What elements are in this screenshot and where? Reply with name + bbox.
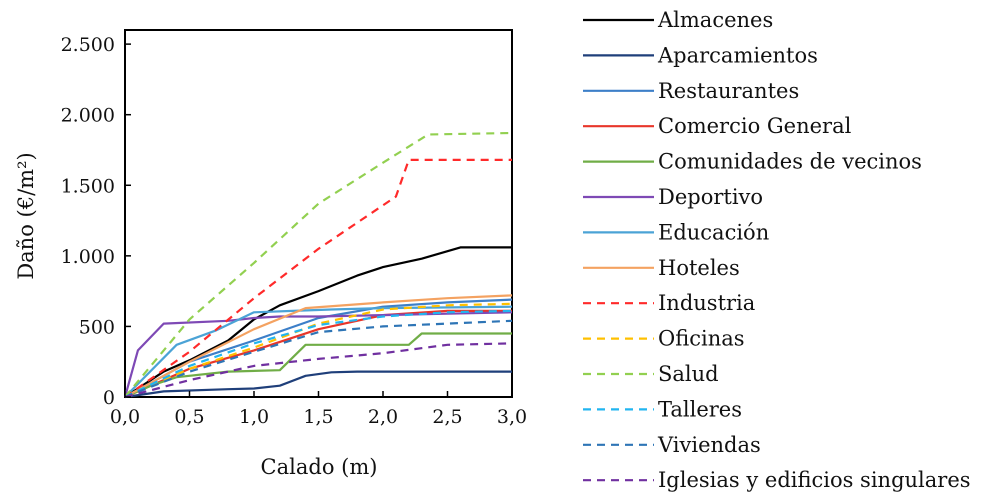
legend-label-industria: Industria [658, 291, 755, 315]
series-line-talleres [124, 309, 513, 398]
series-line-aparcamientos [124, 370, 512, 399]
legend-label-oficinas: Oficinas [658, 327, 745, 351]
series-line-industria [124, 158, 512, 398]
y-tick-label: 1.000 [61, 246, 115, 268]
y-tick-label: 1.500 [61, 175, 115, 197]
legend-label-iglesias-y-edificios-singulares: Iglesias y edificios singulares [658, 468, 971, 492]
series-line-oficinas [124, 302, 513, 399]
series-line-hoteles [124, 294, 513, 398]
y-tick-label: 2.000 [61, 105, 115, 127]
y-tick-label: 2.500 [61, 34, 115, 56]
legend-label-educacion: Educación [658, 220, 769, 244]
legend-label-restaurantes: Restaurantes [658, 79, 799, 103]
x-tick-label: 1,5 [303, 406, 333, 428]
series-line-comunidades-de-vecinos [124, 332, 512, 399]
series-line-salud [124, 131, 513, 398]
x-tick-label: 3,0 [497, 406, 527, 428]
x-axis-title: Calado (m) [261, 455, 378, 479]
series-line-iglesias-y-edificios-singulares [124, 342, 513, 399]
y-tick-label: 500 [79, 316, 115, 338]
legend-label-salud: Salud [658, 362, 719, 386]
legend-label-talleres: Talleres [658, 397, 742, 421]
y-axis-ticks: 0 500 1.000 1.500 2.000 2.500 [61, 34, 131, 409]
legend: Almacenes Aparcamientos Restaurantes Comerc… [583, 8, 971, 492]
legend-label-comunidades-de-vecinos: Comunidades de vecinos [658, 150, 922, 174]
x-tick-label: 2,5 [432, 406, 462, 428]
y-axis-title: Daño (€/m²) [14, 152, 38, 279]
series-lines [123, 131, 513, 399]
x-tick-label: 1,0 [239, 406, 269, 428]
legend-label-hoteles: Hoteles [658, 256, 740, 280]
y-tick-label: 0 [103, 387, 115, 409]
series-line-educacion [124, 305, 513, 398]
legend-label-viviendas: Viviendas [657, 433, 761, 457]
legend-label-deportivo: Deportivo [658, 185, 763, 209]
x-tick-label: 0,0 [110, 406, 140, 428]
series-line-deportivo [123, 311, 513, 398]
series-line-almacenes [124, 246, 512, 398]
x-tick-label: 0,5 [174, 406, 204, 428]
legend-label-almacenes: Almacenes [657, 8, 773, 32]
legend-label-aparcamientos: Aparcamientos [657, 43, 818, 67]
x-tick-label: 2,0 [368, 406, 398, 428]
legend-label-comercio-general: Comercio General [658, 114, 852, 138]
x-axis-ticks: 0,0 0,5 1,0 1,5 2,0 2,5 3,0 [110, 391, 527, 428]
